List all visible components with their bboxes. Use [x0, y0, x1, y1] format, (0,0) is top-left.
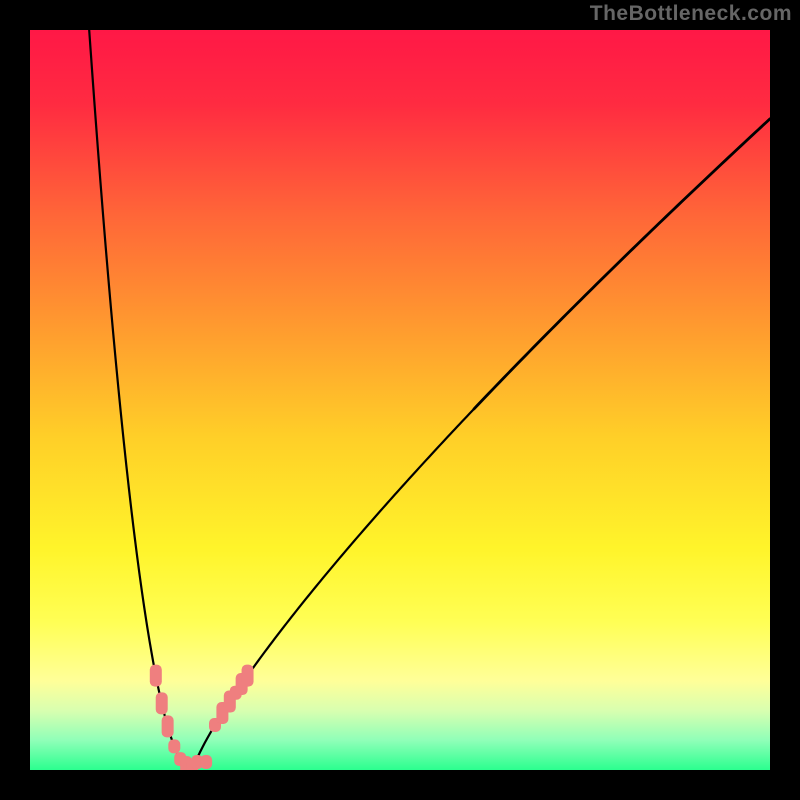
data-marker	[242, 665, 254, 687]
data-marker	[156, 692, 168, 714]
watermark-text: TheBottleneck.com	[590, 2, 792, 26]
data-marker	[168, 739, 180, 753]
data-marker	[150, 665, 162, 687]
data-marker	[162, 715, 174, 737]
data-marker	[200, 755, 212, 769]
bottleneck-chart-svg	[0, 0, 800, 800]
plot-background	[30, 30, 770, 770]
chart-frame: TheBottleneck.com	[0, 0, 800, 800]
